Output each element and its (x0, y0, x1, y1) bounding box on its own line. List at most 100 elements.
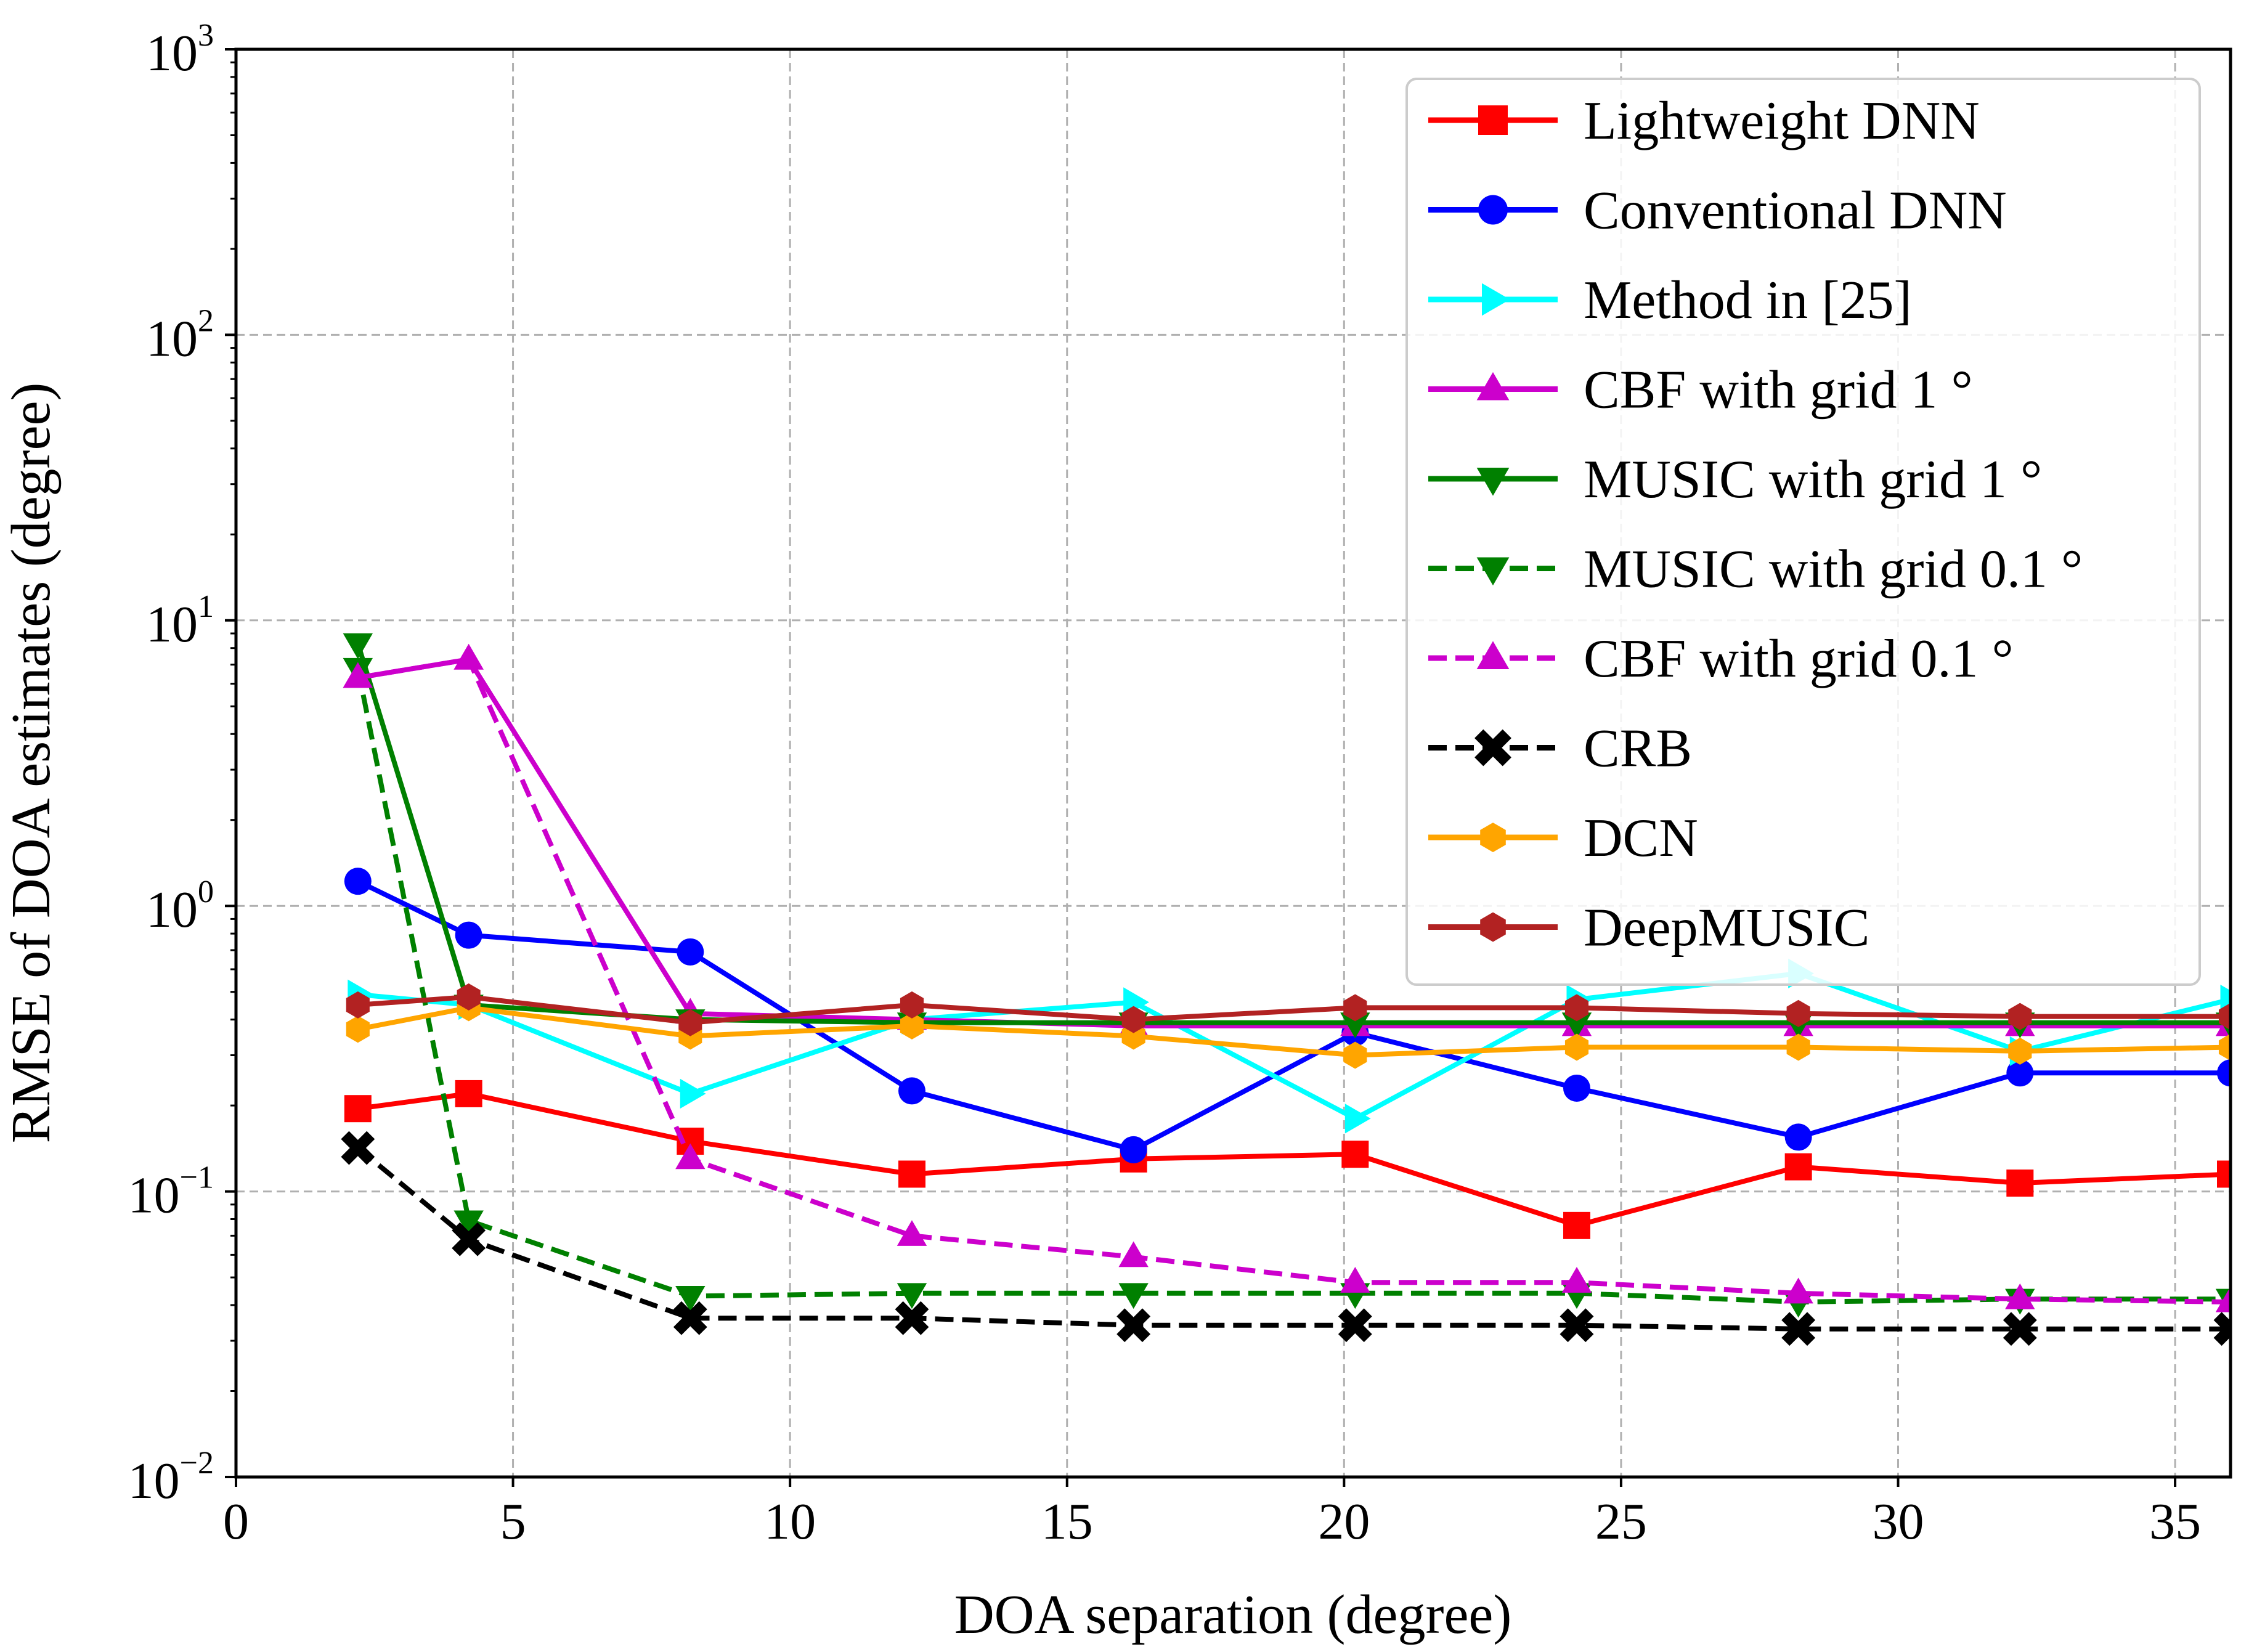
series-lightweight-dnn (344, 1080, 2231, 1239)
data-point (455, 1080, 482, 1107)
data-point (897, 1220, 927, 1246)
y-tick-label: 102 (146, 303, 214, 367)
data-point (344, 1095, 372, 1123)
legend-label: DeepMUSIC (1584, 898, 1869, 958)
y-tick-label: 101 (146, 589, 214, 653)
y-tick-label: 100 (146, 874, 214, 938)
data-point (2006, 1169, 2034, 1197)
legend-entry: Lightweight DNN (1428, 91, 1980, 151)
data-point (675, 1285, 706, 1312)
data-point (1563, 1074, 1590, 1102)
data-point (895, 1301, 929, 1335)
x-axis-label: DOA separation (degree) (954, 1584, 1512, 1645)
legend-entry: DCN (1428, 808, 1698, 868)
legend-label: Lightweight DNN (1584, 91, 1980, 151)
legend-label: DCN (1584, 808, 1698, 868)
legend-marker (1474, 729, 1511, 767)
x-tick-label: 25 (1595, 1493, 1647, 1550)
y-tick-label: 10−1 (128, 1160, 214, 1224)
data-point (1340, 1012, 1370, 1039)
data-point (678, 1009, 702, 1036)
data-point (2213, 1312, 2231, 1346)
data-point (898, 1077, 925, 1105)
legend-label: CBF with grid 0.1 ° (1584, 629, 2014, 689)
data-point (900, 1012, 924, 1040)
data-point (457, 983, 481, 1011)
data-point (453, 1210, 484, 1237)
data-point (2008, 1037, 2032, 1065)
data-point (673, 1301, 707, 1335)
series-line (357, 994, 2231, 1025)
data-point (1118, 1283, 1149, 1309)
legend: Lightweight DNN Conventional DNN Method in… (1405, 78, 2201, 986)
x-tick-label: 30 (1873, 1493, 1924, 1550)
data-point (341, 1131, 375, 1165)
series-conventional-dnn (344, 868, 2231, 1163)
y-tick-label: 10−2 (128, 1446, 214, 1510)
x-tick-label: 35 (2149, 1493, 2201, 1550)
legend-label: MUSIC with grid 0.1 ° (1584, 540, 2083, 600)
data-point (344, 868, 372, 895)
series-line (355, 667, 2231, 1304)
x-tick-label: 15 (1041, 1493, 1093, 1550)
legend-marker (1476, 468, 1510, 496)
y-tick-label: 103 (146, 18, 214, 82)
legend-box (1405, 78, 2201, 986)
data-point (1786, 1033, 1810, 1061)
series-line (357, 970, 2231, 1121)
legend-entry: CBF with grid 0.1 ° (1428, 629, 2014, 689)
data-point (1118, 1241, 1149, 1267)
data-point (1341, 1141, 1369, 1168)
data-point (346, 1015, 370, 1043)
legend-marker (1476, 372, 1510, 401)
data-point (1116, 1308, 1151, 1343)
data-point (1121, 1006, 1145, 1033)
series-deepmusic (346, 983, 2231, 1036)
data-point (2005, 1283, 2035, 1309)
data-point (897, 1283, 927, 1309)
legend-entry: Method in [25] (1428, 271, 1912, 330)
legend-marker (1480, 823, 1506, 852)
data-point (1343, 1041, 1367, 1069)
legend-entry: DeepMUSIC (1428, 898, 1869, 958)
data-point (453, 643, 484, 670)
x-tick-label: 10 (764, 1493, 816, 1550)
series-line (357, 657, 2231, 1304)
data-point (898, 1160, 925, 1188)
data-point (1120, 1136, 1147, 1163)
y-axis-label: RMSE of DOA estimates (degree) (1, 383, 62, 1144)
legend-label: CRB (1584, 719, 1692, 779)
data-point (2215, 1286, 2231, 1312)
series-line (357, 657, 2231, 1028)
data-point (343, 633, 373, 659)
data-series (341, 633, 2231, 1346)
series-line (357, 1005, 2231, 1058)
legend-marker (1476, 641, 1510, 669)
legend-marker (1482, 283, 1510, 316)
data-point (1786, 999, 1810, 1027)
data-point (2218, 1003, 2231, 1030)
data-point (2217, 1160, 2231, 1188)
x-tick-label: 0 (223, 1493, 249, 1550)
legend-marker (1478, 195, 1508, 225)
series-cbf-with-grid-0-1 (343, 643, 2231, 1312)
data-point (675, 1143, 706, 1170)
legend-marker (1480, 912, 1506, 942)
data-point (1783, 1277, 1813, 1304)
data-point (1564, 1033, 1589, 1061)
legend-entry: MUSIC with grid 0.1 ° (1428, 540, 2083, 600)
legend-entry: Conventional DNN (1428, 181, 2007, 241)
data-point (1560, 1308, 1594, 1343)
series-line (357, 1091, 2231, 1228)
plot-frame (234, 47, 2232, 1479)
data-point (1343, 994, 1367, 1022)
data-point (680, 1078, 706, 1109)
data-point (2218, 1033, 2231, 1061)
legend-entry: CBF with grid 1 ° (1428, 360, 1973, 420)
data-point (1344, 1104, 1371, 1134)
data-point (1564, 994, 1589, 1022)
data-point (1781, 1312, 1816, 1346)
axis-ticks: 0 5 10 15 20 25 30 35 10−2 10−1 100 101 102 103 (128, 18, 2201, 1550)
data-point (900, 991, 924, 1019)
